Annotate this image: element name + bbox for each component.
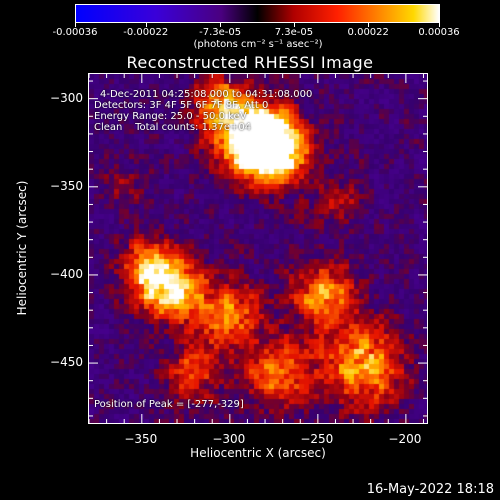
colorbar-tick-label: -0.00036 xyxy=(52,27,98,38)
y-tick-label: −400 xyxy=(50,266,83,281)
colorbar-tick xyxy=(439,23,440,27)
colorbar-tick-label: 0.00036 xyxy=(418,27,460,38)
colorbar-tick-label: 7.3e-05 xyxy=(274,27,314,38)
annotation-time-range: 4-Dec-2011 04:25:08.000 to 04:31:08.000 xyxy=(100,89,313,100)
annotation-detectors: Detectors: 3F 4F 5F 6F 7F 8F, Att 0 xyxy=(94,100,269,111)
footer-date: 16-May-2022 18:18 xyxy=(366,482,494,497)
colorbar-units: (photons cm⁻² s⁻¹ asec⁻²) xyxy=(193,39,323,50)
x-axis-label: Heliocentric X (arcsec) xyxy=(190,446,326,460)
x-tick-label: −300 xyxy=(212,432,246,446)
colorbar-gradient xyxy=(76,5,439,22)
colorbar-tick-label: 0.00022 xyxy=(347,27,389,38)
x-tick-label: −200 xyxy=(388,432,422,446)
colorbar-tick xyxy=(293,23,295,27)
colorbar-tick xyxy=(145,23,147,27)
peak-position-label: Position of Peak = [-277,-329] xyxy=(94,399,244,410)
plot-area: 4-Dec-2011 04:25:08.000 to 04:31:08.000 … xyxy=(88,73,428,424)
y-axis-label: Heliocentric Y (arcsec) xyxy=(15,180,29,316)
y-tick-label: −300 xyxy=(50,90,83,105)
annotation-energy-range: Energy Range: 25.0 - 50.0 keV xyxy=(94,111,247,122)
colorbar-tick xyxy=(368,23,370,27)
y-tick-label: −350 xyxy=(50,178,83,193)
chart-title: Reconstructed RHESSI Image xyxy=(126,53,374,72)
annotation-clean-counts: Clean Total counts: 1.37e+04 xyxy=(94,122,252,133)
y-tick-label: −450 xyxy=(50,355,83,370)
colorbar-tick-label: -7.3e-05 xyxy=(199,27,242,38)
x-tick-label: −350 xyxy=(124,432,158,446)
heatmap-image xyxy=(89,74,427,423)
colorbar xyxy=(75,4,440,23)
colorbar-tick-label: -0.00022 xyxy=(123,27,169,38)
colorbar-tick xyxy=(220,23,222,27)
axis-ticks xyxy=(88,74,427,423)
x-tick-label: −250 xyxy=(300,432,334,446)
colorbar-tick xyxy=(75,23,76,27)
